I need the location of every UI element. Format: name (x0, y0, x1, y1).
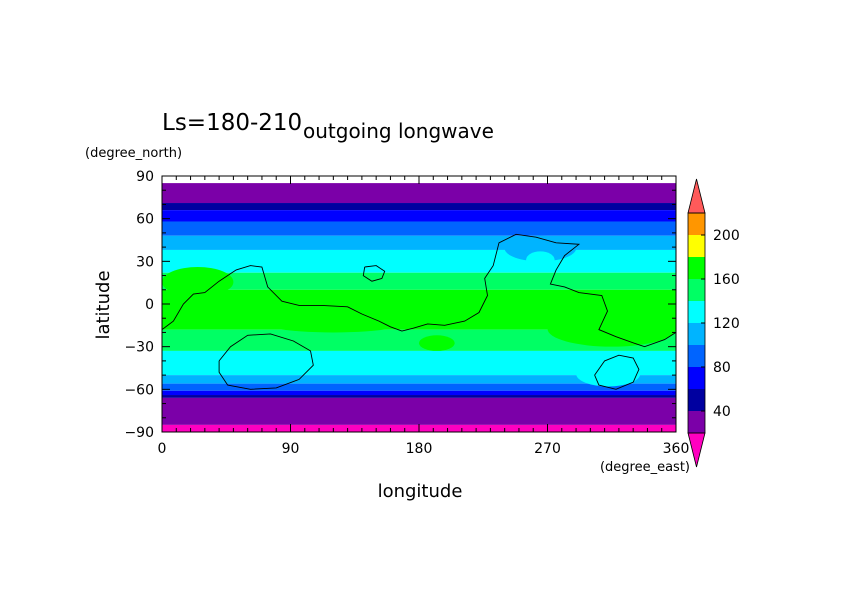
x-tick-label-270: 270 (534, 441, 561, 457)
y-axis-label: latitude (93, 270, 114, 339)
band-3 (162, 210, 676, 222)
band-11 (162, 375, 676, 384)
heatmap-field (162, 176, 676, 432)
band-5 (162, 235, 676, 250)
continent-outline-south-east (594, 354, 640, 390)
band-1 (162, 183, 676, 204)
patch-6 (576, 360, 641, 387)
colorbar-under-triangle (687, 432, 706, 468)
y-tick-label-90: 90 (136, 169, 154, 185)
y-tick-label-60: 60 (136, 212, 154, 228)
band-13 (162, 390, 676, 396)
colorbar: 40 80 120 160 200 (687, 178, 740, 468)
patch-4 (547, 311, 676, 347)
y-tick-label-30: 30 (136, 254, 154, 270)
band-2 (162, 203, 676, 211)
chart-subtitle: Ls=180-210 (162, 110, 302, 136)
contour-lines (161, 233, 677, 390)
colorbar-box-60 (688, 367, 705, 389)
colorbar-box-20 (688, 411, 705, 433)
colorbar-box-140 (688, 279, 705, 301)
colorbar-box-180 (688, 235, 705, 257)
band-12 (162, 383, 676, 391)
x-tick-label-180: 180 (406, 441, 433, 457)
colorbar-box-160 (688, 257, 705, 279)
continent-outline-south-west (218, 333, 314, 390)
y-tick-label-0: 0 (145, 297, 154, 313)
x-axis-label: longitude (378, 481, 463, 502)
continent-outline-island (362, 265, 386, 282)
colorbar-box-200 (688, 213, 705, 235)
y-tick-label--60: −60 (124, 382, 154, 398)
colorbar-label-40: 40 (713, 404, 731, 420)
x-tick-label-360: 360 (663, 441, 690, 457)
patch-0 (504, 235, 577, 262)
colorbar-over-triangle (687, 178, 706, 214)
colorbar-box-100 (688, 323, 705, 345)
colorbar-box-40 (688, 389, 705, 411)
colorbar-label-160: 160 (713, 272, 740, 288)
band-7 (162, 272, 676, 290)
y-tick-label--90: −90 (124, 425, 154, 441)
colorbar-label-80: 80 (713, 360, 731, 376)
x-unit-label: (degree_east) (600, 460, 690, 475)
patch-2 (162, 267, 234, 297)
band-4 (162, 221, 676, 236)
patch-5 (419, 335, 455, 351)
band-14 (162, 395, 676, 398)
chart-title: outgoing longwave (303, 119, 494, 143)
y-unit-label: (degree_north) (85, 146, 182, 161)
patch-1 (526, 251, 555, 269)
colorbar-label-200: 200 (713, 228, 740, 244)
patch-3 (247, 304, 419, 333)
axes: 0 90 180 270 360 −90 −60 −30 0 30 60 90 (124, 169, 689, 457)
y-tick-label--30: −30 (124, 340, 154, 356)
band-15 (162, 397, 676, 425)
colorbar-box-80 (688, 345, 705, 367)
colorbar-box-120 (688, 301, 705, 323)
band-9 (162, 329, 676, 351)
x-tick-label-0: 0 (158, 441, 167, 457)
colorbar-label-120: 120 (713, 316, 740, 332)
continent-outline-main (161, 233, 677, 348)
x-tick-label-90: 90 (282, 441, 300, 457)
